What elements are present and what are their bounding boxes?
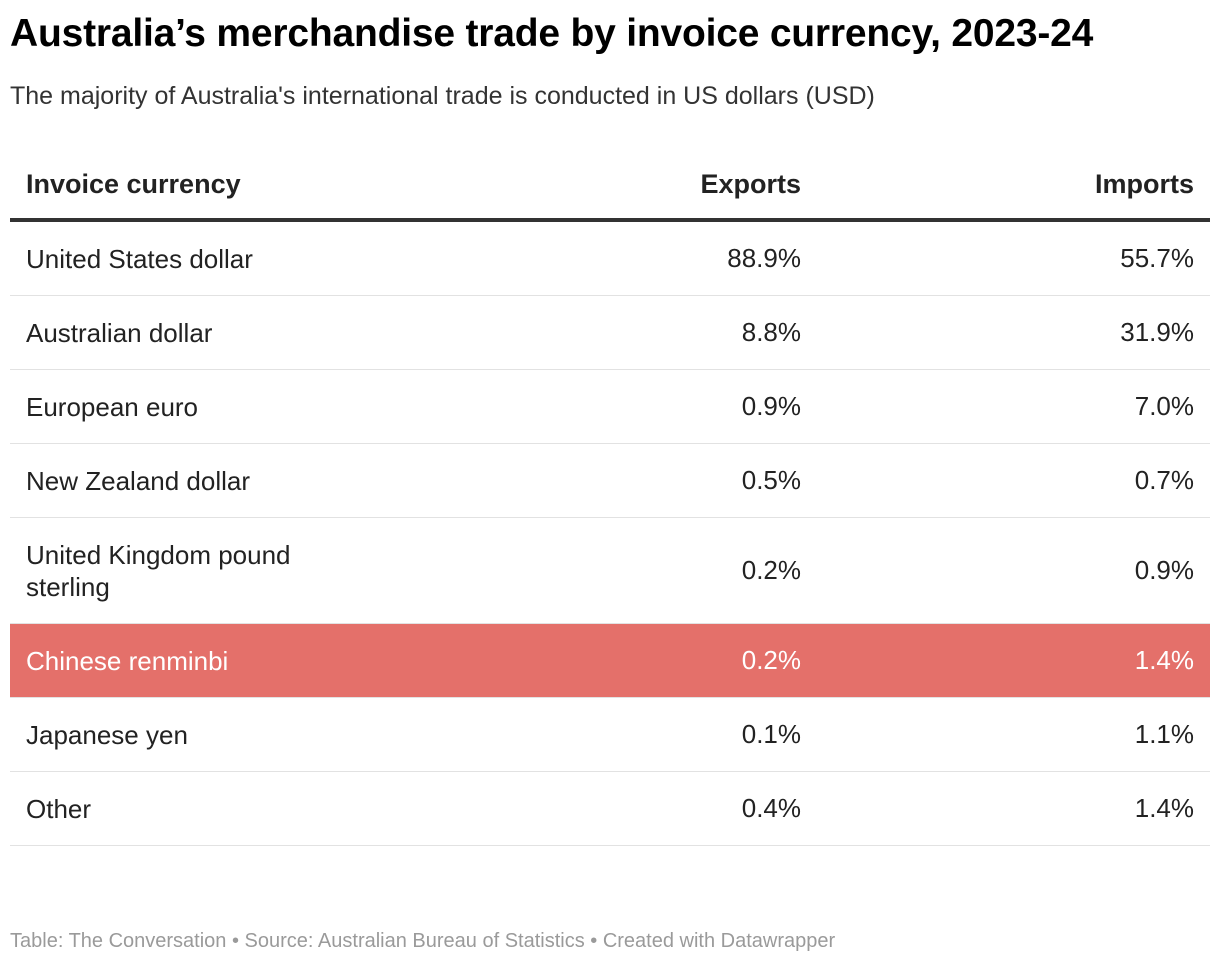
exports-cell: 0.9% bbox=[741, 391, 801, 421]
imports-cell: 1.4% bbox=[1134, 793, 1194, 823]
exports-cell: 0.4% bbox=[741, 793, 801, 823]
exports-cell: 0.2% bbox=[741, 555, 801, 585]
imports-cell: 0.9% bbox=[1134, 555, 1194, 585]
currency-cell: Other bbox=[26, 793, 92, 824]
table-row: United States dollar 88.9% 55.7% bbox=[10, 222, 1210, 296]
exports-cell: 88.9% bbox=[727, 243, 801, 273]
currency-table: Invoice currency Exports Imports United … bbox=[10, 150, 1210, 846]
exports-cell: 8.8% bbox=[741, 317, 801, 347]
header-exports[interactable]: Exports bbox=[700, 168, 801, 199]
chart-subtitle: The majority of Australia's internationa… bbox=[10, 82, 875, 110]
table-row-highlighted: Chinese renminbi 0.2% 1.4% bbox=[10, 624, 1210, 698]
imports-cell: 1.4% bbox=[1134, 645, 1194, 675]
imports-cell: 0.7% bbox=[1134, 465, 1194, 495]
table-row: Japanese yen 0.1% 1.1% bbox=[10, 698, 1210, 772]
header-invoice-currency[interactable]: Invoice currency bbox=[26, 169, 241, 199]
imports-cell: 31.9% bbox=[1120, 317, 1194, 347]
source-footer: Table: The Conversation • Source: Austra… bbox=[10, 930, 836, 952]
imports-cell: 7.0% bbox=[1134, 391, 1194, 421]
exports-cell: 0.2% bbox=[741, 645, 801, 675]
exports-cell: 0.1% bbox=[741, 719, 801, 749]
table-row: United Kingdom pound sterling 0.2% 0.9% bbox=[10, 518, 1210, 624]
currency-cell: European euro bbox=[26, 391, 199, 422]
table-row: Other 0.4% 1.4% bbox=[10, 772, 1210, 846]
currency-cell: United Kingdom pound sterling bbox=[26, 539, 291, 602]
exports-cell: 0.5% bbox=[741, 465, 801, 495]
imports-cell: 1.1% bbox=[1134, 719, 1194, 749]
currency-cell: Japanese yen bbox=[26, 719, 188, 750]
currency-cell: United States dollar bbox=[26, 243, 253, 274]
chart-title: Australia’s merchandise trade by invoice… bbox=[10, 12, 1094, 55]
currency-cell: New Zealand dollar bbox=[26, 465, 251, 496]
imports-cell: 55.7% bbox=[1120, 243, 1194, 273]
table-row: European euro 0.9% 7.0% bbox=[10, 370, 1210, 444]
currency-cell: Australian dollar bbox=[26, 317, 213, 348]
table-row: New Zealand dollar 0.5% 0.7% bbox=[10, 444, 1210, 518]
currency-cell: Chinese renminbi bbox=[26, 645, 229, 676]
table-header: Invoice currency Exports Imports bbox=[10, 150, 1210, 222]
table-row: Australian dollar 8.8% 31.9% bbox=[10, 296, 1210, 370]
header-imports[interactable]: Imports bbox=[1094, 168, 1194, 199]
